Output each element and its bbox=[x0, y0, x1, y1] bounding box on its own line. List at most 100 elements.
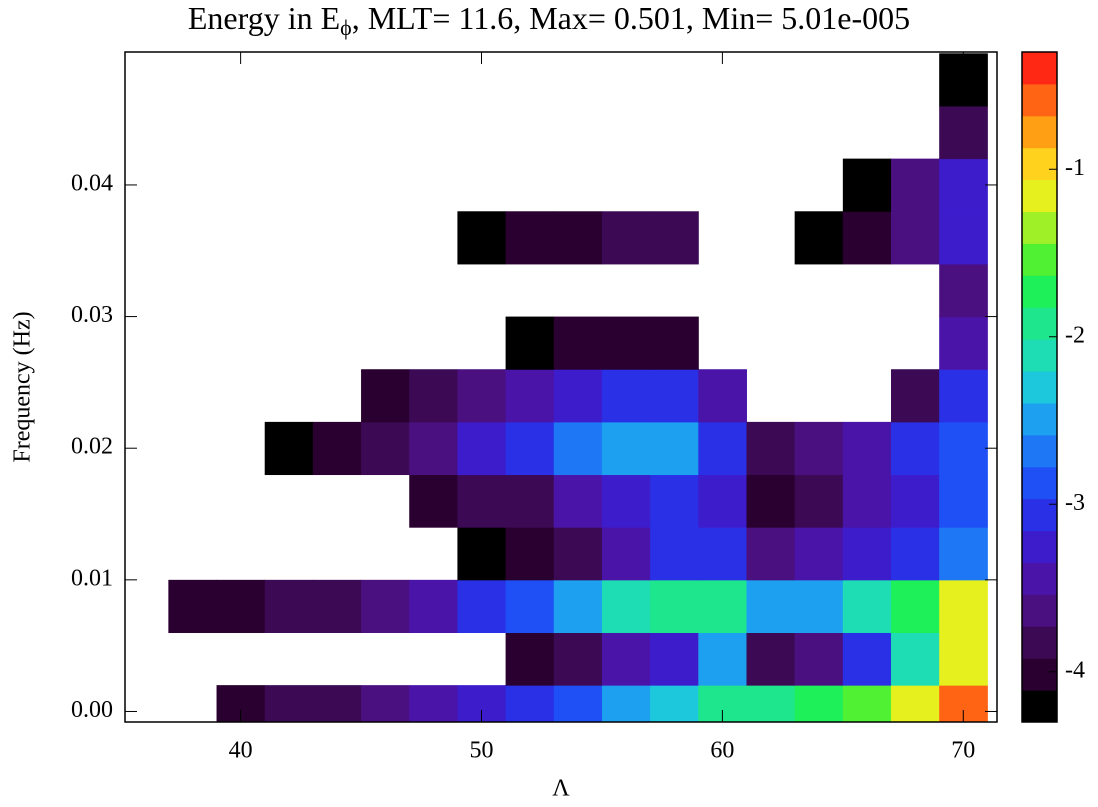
heat-cell bbox=[361, 685, 410, 722]
heat-cell bbox=[264, 685, 314, 722]
heat-cell bbox=[264, 579, 314, 633]
colorbar-band bbox=[1022, 690, 1057, 723]
heat-cell bbox=[312, 579, 362, 633]
heat-cell bbox=[698, 474, 747, 528]
heat-cell bbox=[505, 474, 555, 528]
colorbar-band bbox=[1022, 52, 1057, 85]
colorbar-frame bbox=[1021, 51, 1058, 723]
heat-cell bbox=[650, 316, 699, 370]
heat-cell bbox=[746, 421, 796, 476]
heat-cell bbox=[505, 421, 555, 476]
heat-cell bbox=[842, 211, 892, 265]
y-axis-label: Frequency (Hz) bbox=[10, 311, 36, 462]
heat-cell bbox=[939, 421, 988, 476]
colorbar-band bbox=[1022, 307, 1057, 340]
heat-cell bbox=[553, 421, 603, 476]
heat-cell bbox=[601, 527, 651, 581]
heat-cell bbox=[361, 369, 410, 423]
heat-cell bbox=[650, 632, 699, 686]
x-tick-label: 70 bbox=[951, 738, 975, 764]
heat-cell bbox=[505, 685, 555, 722]
heat-cell bbox=[650, 685, 699, 722]
heat-cell bbox=[794, 527, 844, 581]
heat-cell bbox=[939, 211, 988, 265]
x-axis-label: Λ bbox=[552, 776, 570, 802]
heat-cell bbox=[794, 685, 844, 722]
heat-cell bbox=[409, 685, 458, 722]
heat-cell bbox=[842, 474, 892, 528]
heat-cell bbox=[601, 474, 651, 528]
heat-cell bbox=[553, 527, 603, 581]
heat-cell bbox=[891, 211, 940, 265]
heat-cell bbox=[601, 685, 651, 722]
heat-cell bbox=[698, 579, 747, 633]
heat-cell bbox=[553, 211, 603, 265]
heat-cell bbox=[842, 527, 892, 581]
y-tick-label: 0.00 bbox=[71, 697, 113, 723]
heat-cell bbox=[939, 263, 988, 318]
title-subscript: ϕ bbox=[340, 15, 352, 40]
colorbar-band bbox=[1022, 466, 1057, 500]
heat-cell bbox=[794, 579, 844, 633]
heat-cell bbox=[698, 632, 747, 686]
y-tick-label: 0.04 bbox=[71, 170, 113, 196]
heat-cell bbox=[891, 421, 940, 476]
heat-cell bbox=[409, 369, 458, 423]
colorbar-band bbox=[1022, 626, 1057, 659]
heat-cell bbox=[457, 369, 507, 423]
cells bbox=[168, 53, 988, 722]
heat-cell bbox=[650, 369, 699, 423]
heat-cell bbox=[891, 369, 940, 423]
heat-cell bbox=[553, 474, 603, 528]
heat-cell bbox=[842, 632, 892, 686]
heat-cell bbox=[553, 685, 603, 722]
heat-cell bbox=[891, 158, 940, 212]
heat-cell bbox=[601, 579, 651, 633]
colorbar-band bbox=[1022, 243, 1057, 276]
heat-cell bbox=[505, 632, 555, 686]
heat-cell bbox=[601, 632, 651, 686]
colorbar-band bbox=[1022, 115, 1057, 149]
heat-cell bbox=[746, 685, 796, 722]
heat-cell bbox=[505, 211, 555, 265]
heat-cell bbox=[505, 527, 555, 581]
heat-cell bbox=[939, 474, 988, 528]
heat-cell bbox=[939, 369, 988, 423]
heat-cell bbox=[650, 527, 699, 581]
plot-frame bbox=[124, 51, 998, 723]
heat-cell bbox=[601, 369, 651, 423]
heat-cell bbox=[312, 685, 362, 722]
heat-cell bbox=[698, 369, 747, 423]
colorbar-band bbox=[1022, 211, 1057, 244]
heat-cell bbox=[794, 421, 844, 476]
heat-cell bbox=[891, 632, 940, 686]
heat-cell bbox=[698, 421, 747, 476]
heat-cell bbox=[553, 369, 603, 423]
heat-cell bbox=[409, 474, 458, 528]
colorbar-band bbox=[1022, 179, 1057, 213]
heat-cell bbox=[891, 685, 940, 722]
heat-cell bbox=[409, 579, 458, 633]
heat-cell bbox=[939, 158, 988, 212]
heat-cell bbox=[505, 316, 555, 370]
heat-cell bbox=[361, 421, 410, 476]
heat-cell bbox=[891, 527, 940, 581]
colorbar-band bbox=[1022, 402, 1057, 436]
heat-cell bbox=[553, 579, 603, 633]
heat-cell bbox=[939, 316, 988, 370]
colorbar-band bbox=[1022, 83, 1057, 117]
heat-cell bbox=[842, 685, 892, 722]
heat-cell bbox=[264, 421, 314, 476]
heat-cell bbox=[601, 211, 651, 265]
heat-cell bbox=[794, 211, 844, 265]
heat-cell bbox=[794, 632, 844, 686]
colorbar-band bbox=[1022, 530, 1057, 563]
title-rest: , MLT= 11.6, Max= 0.501, Min= 5.01e-005 bbox=[352, 0, 910, 36]
y-tick-label: 0.01 bbox=[71, 565, 113, 591]
colorbar-tick-label: -1 bbox=[1065, 155, 1085, 181]
heat-cell bbox=[698, 527, 747, 581]
heat-cell bbox=[505, 579, 555, 633]
heat-cell bbox=[794, 474, 844, 528]
heat-cell bbox=[746, 527, 796, 581]
